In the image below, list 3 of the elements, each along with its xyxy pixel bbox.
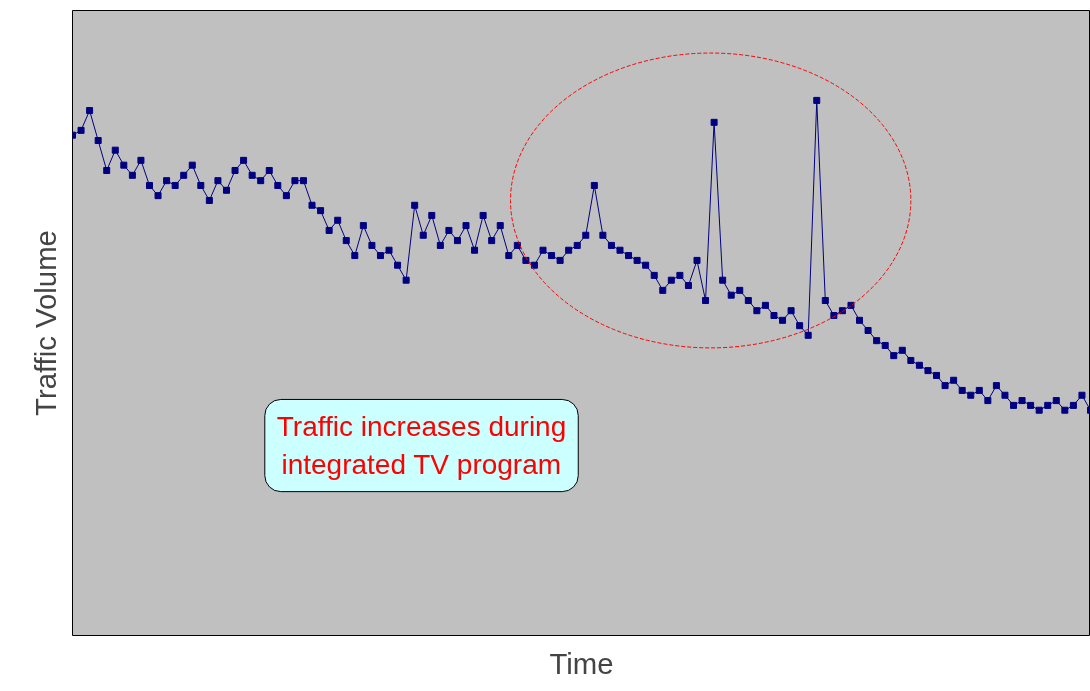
x-axis-title: Time [549, 646, 614, 680]
y-axis-title: Traffic Volume [28, 230, 62, 416]
annotation: Traffic increases during integrated TV program [276, 411, 567, 480]
